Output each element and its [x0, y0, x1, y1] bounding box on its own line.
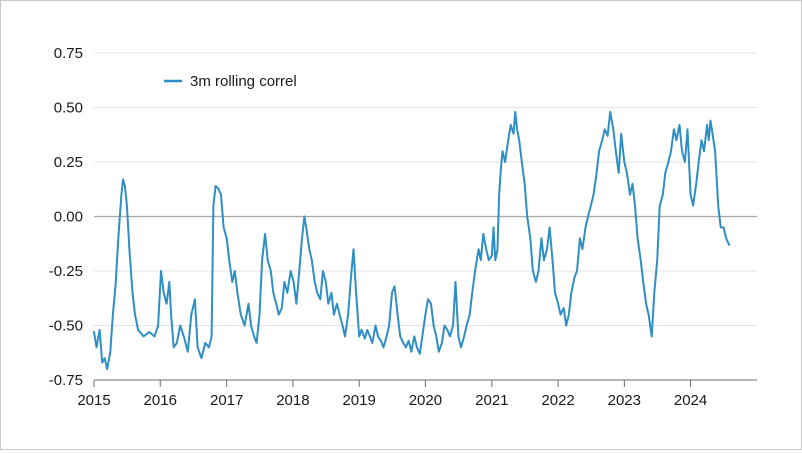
- y-tick-label: -0.25: [49, 263, 83, 280]
- x-tick-label: 2020: [409, 392, 442, 409]
- y-tick-label: 0.75: [54, 45, 83, 62]
- y-tick-label: 0.50: [54, 100, 83, 117]
- x-tick-label: 2021: [475, 392, 508, 409]
- x-tick-label: 2018: [276, 392, 309, 409]
- grid-layer: [94, 52, 757, 381]
- y-tick-label: -0.75: [49, 372, 83, 389]
- x-tick-label: 2019: [342, 392, 375, 409]
- y-tick-label: -0.50: [49, 318, 83, 335]
- x-tick-label: 2015: [77, 392, 110, 409]
- legend: 3m rolling correl: [164, 73, 297, 90]
- series-line-3m-rolling-correl: [93, 110, 731, 371]
- x-tick-label: 2016: [144, 392, 177, 409]
- x-tick-label: 2024: [674, 392, 707, 409]
- x-tick-label: 2017: [210, 392, 243, 409]
- legend-label: 3m rolling correl: [190, 73, 297, 90]
- series-layer: [93, 110, 731, 371]
- y-tick-label: 0.25: [54, 154, 83, 171]
- y-axis-tick-labels: 0.75 0.50 0.25 0.00 -0.25 -0.50 -0.75: [49, 45, 83, 389]
- x-tick-label: 2022: [541, 392, 574, 409]
- x-axis: 2015 2016 2017 2018 2019 2020 2021 2022 2023 2024: [77, 379, 757, 409]
- x-tick-label: 2023: [608, 392, 641, 409]
- y-tick-label: 0.00: [54, 209, 83, 226]
